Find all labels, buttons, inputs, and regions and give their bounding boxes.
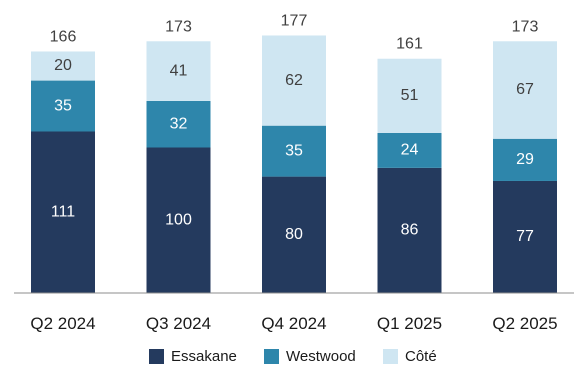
total-label-q2-2024: 166: [50, 28, 77, 45]
x-tick-label-q1-2025: Q1 2025: [377, 314, 442, 333]
data-label-cote-q2-2024: 20: [54, 57, 72, 74]
data-label-westwood-q3-2024: 32: [170, 115, 188, 132]
bar-essakane-q2-2024: [31, 131, 95, 293]
legend: Essakane Westwood Côté: [149, 348, 437, 365]
x-axis-ticks: Q2 2024 Q3 2024 Q4 2024 Q1 2025 Q2 2025: [30, 314, 557, 333]
legend-swatch-essakane: [149, 349, 164, 364]
x-tick-label-q3-2024: Q3 2024: [146, 314, 211, 333]
data-label-cote-q3-2024: 41: [170, 62, 188, 79]
x-tick-label-q2-2025: Q2 2025: [492, 314, 557, 333]
bar-westwood-q1-2025: [377, 132, 442, 168]
bar-cote-q1-2025: [377, 58, 442, 133]
x-tick-label-q2-2024: Q2 2024: [30, 314, 95, 333]
data-label-essakane-q2-2025: 77: [516, 228, 534, 245]
data-label-westwood-q4-2024: 35: [285, 142, 303, 159]
total-label-q1-2025: 161: [396, 36, 423, 53]
total-label-q3-2024: 173: [165, 18, 192, 35]
data-label-cote-q1-2025: 51: [401, 87, 419, 104]
data-label-essakane-q3-2024: 100: [165, 211, 192, 228]
legend-swatch-westwood: [264, 349, 279, 364]
data-label-cote-q2-2025: 67: [516, 81, 534, 98]
legend-label-cote: Côté: [405, 348, 437, 365]
bar-cote-q2-2025: [493, 41, 557, 139]
data-label-essakane-q2-2024: 111: [51, 203, 75, 220]
total-label-q4-2024: 177: [281, 12, 308, 29]
bars-group: 111 35 20 100 32 41 80 35 62 86 24 51 77 29 67: [31, 35, 557, 293]
bar-cote-q2-2024: [31, 51, 95, 81]
bar-westwood-q2-2025: [493, 138, 557, 181]
total-label-q2-2025: 173: [512, 18, 539, 35]
bar-essakane-q1-2025: [377, 167, 442, 293]
bar-westwood-q2-2024: [31, 80, 95, 132]
bar-cote-q4-2024: [262, 35, 326, 126]
legend-swatch-cote: [383, 349, 398, 364]
data-label-westwood-q2-2025: 29: [516, 151, 534, 168]
legend-label-westwood: Westwood: [286, 348, 356, 365]
bar-essakane-q3-2024: [146, 147, 211, 293]
data-label-essakane-q4-2024: 80: [285, 226, 303, 243]
totals-group: 166 173 177 161 173: [50, 12, 539, 52]
data-label-cote-q4-2024: 62: [285, 72, 303, 89]
bar-westwood-q3-2024: [146, 100, 211, 148]
data-label-westwood-q2-2024: 35: [54, 97, 72, 114]
data-label-essakane-q1-2025: 86: [401, 222, 419, 239]
legend-label-essakane: Essakane: [171, 348, 237, 365]
bar-cote-q3-2024: [146, 41, 211, 101]
bar-essakane-q4-2024: [262, 176, 326, 293]
x-tick-label-q4-2024: Q4 2024: [261, 314, 326, 333]
data-label-westwood-q1-2025: 24: [401, 142, 419, 159]
bar-westwood-q4-2024: [262, 125, 326, 177]
bar-essakane-q2-2025: [493, 180, 557, 293]
